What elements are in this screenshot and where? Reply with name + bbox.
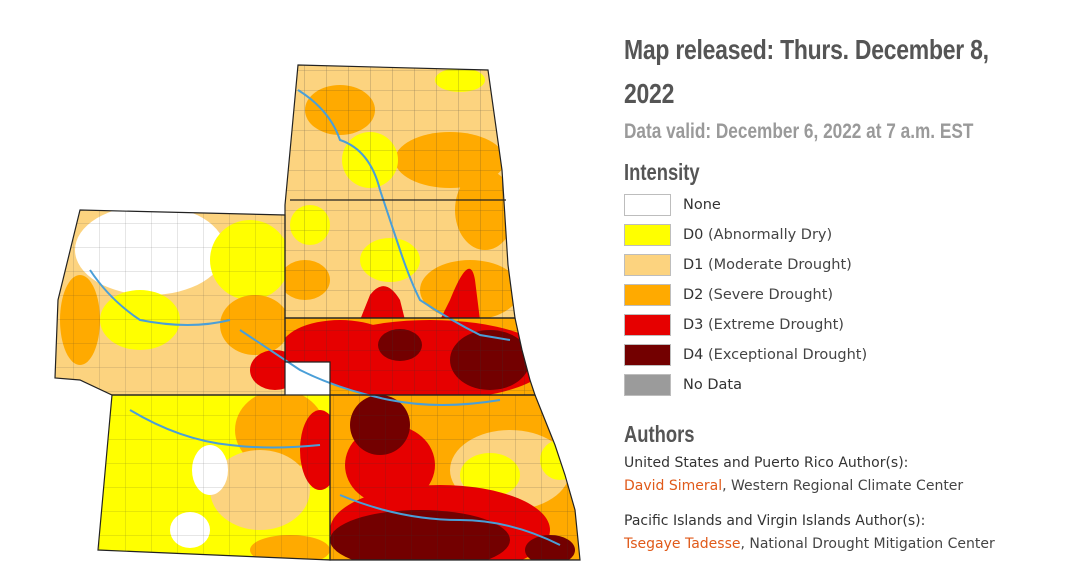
release-line-1: Map released: Thurs. December 8,: [624, 34, 989, 65]
rivers: [89, 89, 561, 546]
author-group-pacific: Pacific Islands and Virgin Islands Autho…: [624, 510, 1064, 556]
legend-code: D2: [683, 287, 704, 303]
legend-code: D1: [683, 257, 704, 273]
legend-desc: (Extreme Drought): [703, 317, 844, 333]
author-name-link[interactable]: David Simeral: [624, 478, 723, 494]
author-affiliation: , Western Regional Climate Center: [722, 478, 964, 494]
author-group-heading: United States and Puerto Rico Author(s):: [624, 455, 909, 471]
legend-item-none: None: [624, 190, 1064, 220]
legend-swatch-d3: [624, 314, 671, 336]
legend-desc: (Abnormally Dry): [703, 227, 833, 243]
legend-code: None: [683, 197, 721, 213]
legend-swatch-none: [624, 194, 671, 216]
legend-swatch-d0: [624, 224, 671, 246]
author-name-link[interactable]: Tsegaye Tadesse: [624, 536, 741, 552]
legend-title: Intensity: [624, 159, 700, 185]
state-borders: [54, 64, 581, 561]
legend-item-d1: D1 (Moderate Drought): [624, 250, 1064, 280]
kansas-region: [330, 395, 580, 560]
data-valid-date: Data valid: December 6, 2022 at 7 a.m. E…: [624, 120, 974, 143]
release-line-2: 2022: [624, 78, 675, 109]
legend-item-no-data: No Data: [624, 370, 1064, 400]
legend-desc: (Severe Drought): [703, 287, 834, 303]
legend-code: D0: [683, 227, 704, 243]
author-entry: Tsegaye Tadesse, National Drought Mitiga…: [624, 532, 1064, 556]
info-panel: Map released: Thurs. December 8, 2022 Da…: [624, 28, 1064, 556]
legend-code: D3: [683, 317, 704, 333]
nebraska-region: [285, 318, 535, 395]
legend-swatch-d4: [624, 344, 671, 366]
legend-swatch-no-data: [624, 374, 671, 396]
legend-desc: (Moderate Drought): [703, 257, 852, 273]
authors-title: Authors: [624, 421, 695, 447]
legend-item-d2: D2 (Severe Drought): [624, 280, 1064, 310]
legend-item-d3: D3 (Extreme Drought): [624, 310, 1064, 340]
author-group-heading: Pacific Islands and Virgin Islands Autho…: [624, 513, 926, 529]
dakotas-region: [285, 65, 515, 318]
author-entry: David Simeral, Western Regional Climate …: [624, 474, 1064, 498]
legend-swatch-d1: [624, 254, 671, 276]
legend-code: No Data: [683, 377, 742, 393]
author-group-us: United States and Puerto Rico Author(s):…: [624, 452, 1064, 498]
legend-item-d0: D0 (Abnormally Dry): [624, 220, 1064, 250]
drought-map-svg: [54, 64, 581, 561]
author-affiliation: , National Drought Mitigation Center: [740, 536, 995, 552]
map-release-date: Map released: Thurs. December 8, 2022: [624, 28, 1042, 116]
colorado-region: [98, 395, 330, 560]
legend-swatch-d2: [624, 284, 671, 306]
legend-item-d4: D4 (Exceptional Drought): [624, 340, 1064, 370]
legend-code: D4: [683, 347, 704, 363]
legend-desc: (Exceptional Drought): [703, 347, 868, 363]
legend: None D0 (Abnormally Dry) D1 (Moderate Dr…: [624, 190, 1064, 400]
drought-map: [40, 50, 600, 580]
wyoming-region: [55, 210, 285, 395]
